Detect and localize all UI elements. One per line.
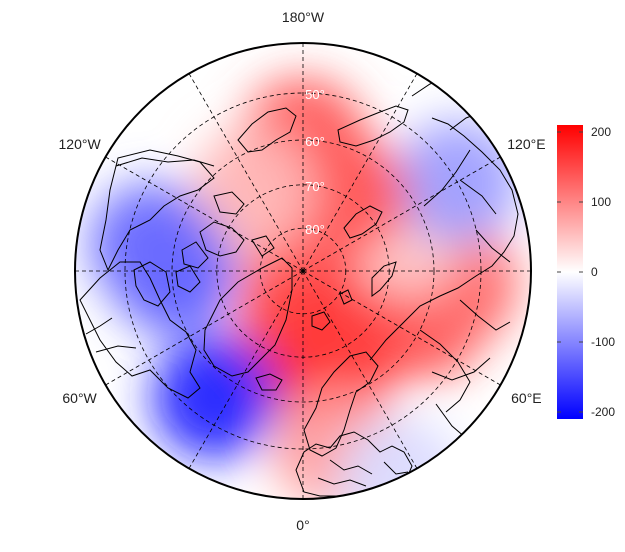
iceland-coastline: [255, 373, 283, 391]
anomaly-field: [75, 43, 531, 499]
eurasia-coastline: [369, 117, 519, 361]
hudson-bay-coastline: [133, 261, 171, 307]
meridian-210: [188, 73, 304, 272]
map-boundary: [74, 42, 532, 500]
longitude-label: 60°W: [62, 390, 97, 406]
svalbard-coastline: [311, 311, 331, 331]
colorbar-ticks: 200 100 0 -100 -200: [557, 125, 615, 419]
novaya-zemlya-coastline: [371, 261, 397, 297]
colorbar-tick-label: 200: [591, 125, 611, 139]
latitude-label: 80°: [305, 222, 325, 237]
colorbar-tick-label: -200: [591, 405, 615, 419]
canadian-archipelago-coastline: [199, 221, 245, 257]
meridian-120: [302, 156, 501, 272]
latitude-labels: 50° 60° 70° 80°: [305, 87, 325, 237]
greenland-coastline: [203, 257, 293, 377]
longitude-label: 180°W: [282, 9, 325, 25]
latitude-label: 50°: [305, 87, 325, 102]
colorbar-tick-label: -100: [591, 335, 615, 349]
field-cell-north-atlantic: [152, 335, 277, 460]
longitude-label: 0°: [296, 517, 309, 533]
graticule: [75, 43, 531, 499]
colorbar-tick-label: 100: [591, 195, 611, 209]
scandinavia-coastline: [303, 351, 379, 457]
meridian-330: [188, 270, 304, 469]
meridian-60: [302, 270, 501, 386]
latitude-label: 70°: [305, 179, 325, 194]
field-cell-alaska: [193, 126, 318, 251]
coastlines-and-borders: [79, 77, 519, 499]
latitude-label: 60°: [305, 134, 325, 149]
field-cell-canada: [89, 182, 214, 307]
meridian-150: [302, 73, 418, 272]
parallel-60: [171, 139, 435, 403]
meridian-240: [105, 156, 304, 272]
longitude-labels: 180°W 120°E 60°E 0° 60°W 120°W: [59, 9, 546, 533]
north-america-coastline: [79, 261, 201, 399]
colorbar-tick-label: 0: [591, 265, 598, 279]
colorbar-ramp: [557, 125, 583, 419]
meridian-30: [302, 270, 418, 469]
meridian-300: [105, 270, 304, 386]
longitude-label: 60°E: [511, 390, 542, 406]
colorbar: 200 100 0 -100 -200: [557, 125, 615, 419]
longitude-label: 120°E: [507, 136, 545, 152]
asia-borders: [419, 149, 511, 439]
longitude-label: 120°W: [59, 136, 102, 152]
